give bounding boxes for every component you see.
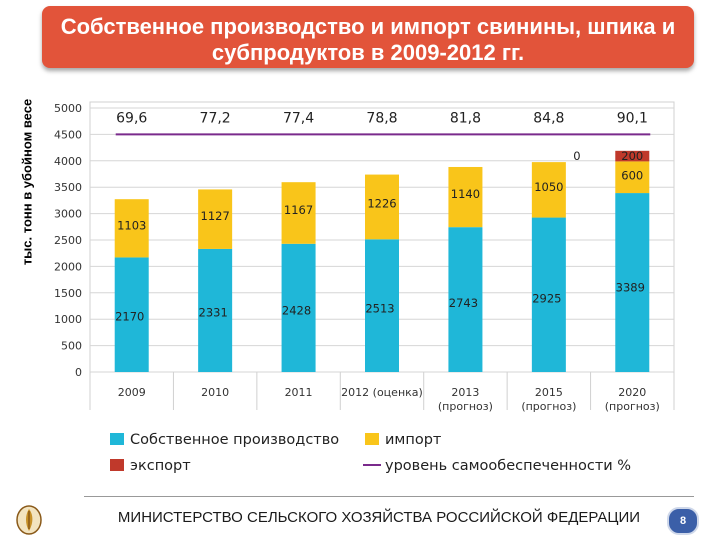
y-tick-label: 4000 — [54, 155, 82, 168]
legend-swatch — [110, 433, 124, 445]
y-tick-label: 5000 — [54, 102, 82, 115]
x-tick-label: 2013 — [451, 386, 479, 399]
stacked-bar-chart: 0500100015002000250030003500400045005000… — [54, 101, 675, 474]
y-tick-label: 1000 — [54, 313, 82, 326]
data-label-import: 1050 — [534, 180, 563, 194]
self-sufficiency-label: 77,4 — [283, 110, 314, 126]
self-sufficiency-label: 77,2 — [200, 110, 231, 126]
x-tick-label: 2010 — [201, 386, 229, 399]
x-tick-label: (прогноз) — [521, 400, 576, 413]
data-label-export: 200 — [621, 149, 643, 163]
x-tick-label: 2012 (оценка) — [341, 386, 423, 399]
bar-production — [531, 217, 566, 372]
legend-swatch — [110, 459, 124, 471]
bar-import — [448, 166, 483, 228]
self-sufficiency-label: 90,1 — [617, 110, 648, 126]
y-tick-label: 0 — [75, 366, 82, 379]
data-label-import: 1167 — [284, 203, 313, 217]
data-label-import: 600 — [621, 169, 643, 183]
bar-production — [114, 257, 149, 372]
x-tick-label: (прогноз) — [438, 400, 493, 413]
bar-export — [615, 150, 650, 162]
y-tick-label: 3500 — [54, 181, 82, 194]
data-label-import: 1127 — [201, 209, 230, 223]
bar-import — [365, 174, 399, 240]
page-title: Собственное производство и импорт свинин… — [60, 14, 676, 65]
legend-label: импорт — [385, 432, 442, 448]
y-tick-label: 3000 — [54, 208, 82, 221]
legend-label: Собственное производство — [130, 432, 339, 448]
data-label-export: 0 — [573, 149, 580, 163]
page-number-badge: 8 — [667, 507, 699, 535]
self-sufficiency-label: 84,8 — [533, 110, 564, 126]
y-tick-label: 4500 — [54, 128, 82, 141]
footer-divider — [84, 496, 694, 497]
legend-label: уровень самообеспеченности % — [385, 458, 631, 474]
bar-production — [198, 248, 233, 372]
bar-import — [615, 161, 650, 194]
legend-swatch — [365, 433, 379, 445]
data-label-import: 1103 — [117, 218, 146, 232]
data-label-production: 2743 — [449, 296, 478, 310]
data-label-production: 2170 — [115, 309, 144, 323]
y-tick-label: 1500 — [54, 287, 82, 300]
y-tick-label: 2500 — [54, 234, 82, 247]
bar-import — [114, 199, 149, 258]
y-tick-label: 500 — [61, 340, 82, 353]
y-tick-label: 2000 — [54, 260, 82, 273]
ministry-emblem-icon — [12, 502, 46, 536]
footer-text: МИНИСТЕРСТВО СЕЛЬСКОГО ХОЗЯЙСТВА РОССИЙС… — [117, 509, 641, 526]
data-label-production: 2331 — [199, 306, 228, 320]
data-label-production: 2925 — [532, 292, 561, 306]
title-banner: Собственное производство и импорт свинин… — [42, 6, 694, 68]
bar-import — [531, 162, 566, 218]
x-tick-label: 2020 — [618, 386, 646, 399]
bar-import — [198, 189, 233, 249]
bar-production — [615, 193, 650, 372]
self-sufficiency-label: 81,8 — [450, 110, 481, 126]
x-tick-label: 2015 — [535, 386, 563, 399]
bar-production — [448, 227, 483, 372]
data-label-production: 2513 — [365, 301, 394, 315]
x-tick-label: (прогноз) — [605, 400, 660, 413]
bar-production — [365, 239, 399, 372]
data-label-production: 2428 — [282, 303, 311, 317]
self-sufficiency-label: 78,8 — [366, 110, 397, 126]
data-label-import: 1226 — [367, 197, 396, 211]
legend-label: экспорт — [130, 458, 191, 474]
bar-import — [281, 182, 316, 244]
data-label-import: 1140 — [451, 187, 480, 201]
x-tick-label: 2011 — [285, 386, 313, 399]
data-label-production: 3389 — [616, 280, 645, 294]
x-tick-label: 2009 — [118, 386, 146, 399]
bar-production — [281, 243, 316, 372]
self-sufficiency-label: 69,6 — [116, 110, 147, 126]
